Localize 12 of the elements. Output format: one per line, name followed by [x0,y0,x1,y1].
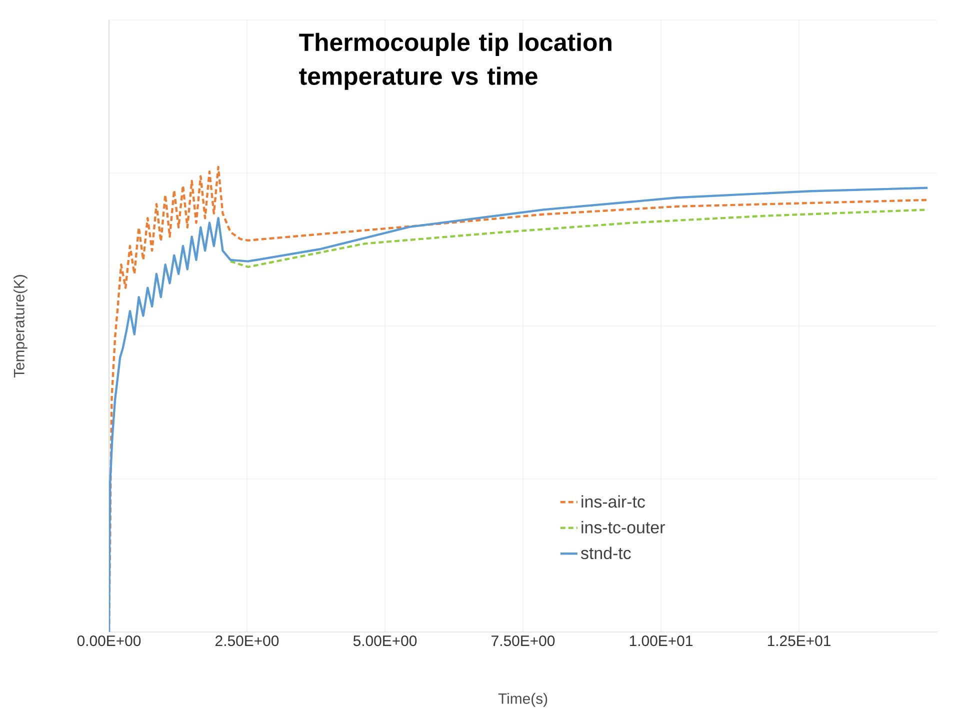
x-tick-label: 0.00E+00 [77,636,141,646]
legend-label: stnd-tc [580,546,631,560]
x-tick-label: 7.50E+00 [492,636,555,646]
x-tick-label: 1.25E+01 [768,636,830,646]
legend-label: ins-air-tc [582,495,645,508]
x-axis-title: Time(s) [498,692,548,707]
legend-label: ins-tc-outer [582,521,665,534]
y-axis-title: Temperature(K) [13,275,28,378]
x-tick-label: 2.50E+00 [216,636,279,646]
chart-title: Thermocouple tip location temperature vs time [299,32,612,90]
x-tick-label: 1.00E+01 [630,636,692,646]
x-tick-label: 5.00E+00 [353,636,417,646]
